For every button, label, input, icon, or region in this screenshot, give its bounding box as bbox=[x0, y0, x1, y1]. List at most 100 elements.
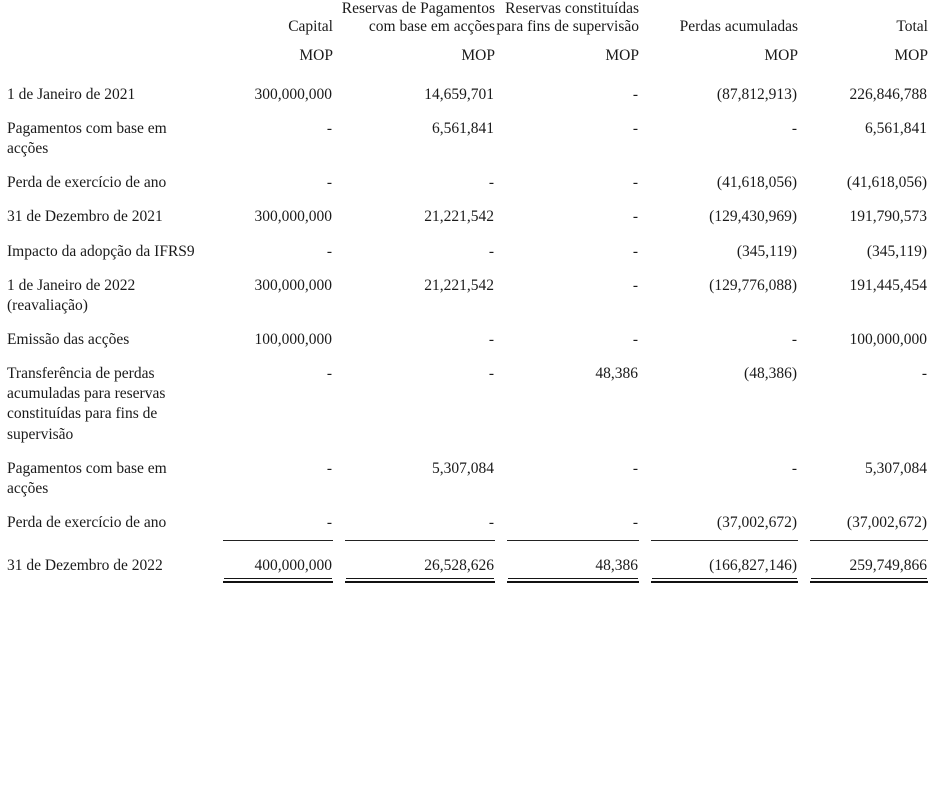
row-value-regulatory-reserve: - bbox=[632, 119, 638, 137]
total-underline-total bbox=[798, 579, 928, 585]
header-title-capital: Capital bbox=[288, 18, 333, 36]
row-label: 1 de Janeiro de 2022 (reavaliação) bbox=[7, 276, 136, 314]
header-title-total: Total bbox=[896, 18, 928, 36]
row-value-share-based-payment-reserve: - bbox=[488, 513, 494, 531]
header-cell-regulatory-reserve: Reservas constituídas para fins de super… bbox=[495, 0, 639, 71]
table-row: Perda de exercício de ano - - - (41,618,… bbox=[6, 159, 928, 193]
row-value-accumulated-losses: (345,119) bbox=[736, 242, 797, 260]
header-unit-capital: MOP bbox=[299, 46, 333, 64]
row-value-share-based-payment-reserve: 21,221,542 bbox=[424, 208, 494, 226]
subtotal-rule-total bbox=[798, 533, 928, 546]
row-value-capital: - bbox=[326, 242, 332, 260]
total-value-share-based-payment-reserve: 26,528,626 bbox=[333, 546, 495, 580]
row-value-capital: - bbox=[326, 513, 332, 531]
subtotal-rule-capital bbox=[211, 533, 333, 546]
header-row: Capital MOP Reservas de Pagamentos com b… bbox=[6, 0, 928, 71]
row-label: Emissão das acções bbox=[7, 330, 130, 348]
header-cell-total: Total MOP bbox=[798, 0, 928, 71]
row-value-accumulated-losses: (37,002,672) bbox=[716, 513, 797, 531]
table-row: Pagamentos com base em acções - 6,561,84… bbox=[6, 105, 928, 159]
row-value-share-based-payment-reserve: 6,561,841 bbox=[432, 119, 494, 137]
row-label: Perda de exercício de ano bbox=[7, 174, 167, 192]
row-value-accumulated-losses: (41,618,056) bbox=[716, 174, 797, 192]
row-value-share-based-payment-reserve: 21,221,542 bbox=[424, 276, 494, 294]
table-body: 1 de Janeiro de 2021 300,000,000 14,659,… bbox=[6, 71, 928, 585]
row-value-accumulated-losses: (129,776,088) bbox=[709, 276, 797, 294]
total-value-accumulated-losses: (166,827,146) bbox=[639, 546, 798, 580]
row-value-capital: - bbox=[326, 174, 332, 192]
row-value-capital: - bbox=[326, 365, 332, 383]
row-value-capital: 300,000,000 bbox=[254, 85, 333, 103]
table-row: Impacto da adopção da IFRS9 - - - (345,1… bbox=[6, 228, 928, 262]
row-value-total: 6,561,841 bbox=[865, 119, 927, 137]
table-row: 31 de Dezembro de 2021 300,000,000 21,22… bbox=[6, 193, 928, 227]
subtotal-rule-share-based-payment-reserve bbox=[333, 533, 495, 546]
row-value-share-based-payment-reserve: - bbox=[488, 330, 494, 348]
row-value-share-based-payment-reserve: 5,307,084 bbox=[432, 459, 494, 477]
table-row: Pagamentos com base em acções - 5,307,08… bbox=[6, 445, 928, 499]
row-value-regulatory-reserve: - bbox=[632, 242, 638, 260]
header-unit-regulatory-reserve: MOP bbox=[605, 46, 639, 64]
header-unit-total: MOP bbox=[894, 46, 928, 64]
row-value-accumulated-losses: - bbox=[791, 119, 797, 137]
row-value-accumulated-losses: (87,812,913) bbox=[716, 85, 797, 103]
subtotal-rule-accumulated-losses bbox=[639, 533, 798, 546]
row-value-capital: 300,000,000 bbox=[254, 276, 333, 294]
total-value-regulatory-reserve: 48,386 bbox=[495, 546, 639, 580]
header-title-accumulated-losses: Perdas acumuladas bbox=[679, 18, 798, 36]
row-value-regulatory-reserve: - bbox=[632, 330, 638, 348]
row-value-capital: - bbox=[326, 119, 332, 137]
row-value-regulatory-reserve: 48,386 bbox=[595, 365, 638, 383]
row-value-regulatory-reserve: - bbox=[632, 208, 638, 226]
total-underline-capital bbox=[211, 579, 333, 585]
row-value-regulatory-reserve: - bbox=[632, 459, 638, 477]
row-value-total: 191,445,454 bbox=[849, 276, 928, 294]
total-value-share-based-payment-reserve-text: 26,528,626 bbox=[346, 556, 494, 580]
total-row-label: 31 de Dezembro de 2022 bbox=[7, 557, 163, 575]
row-label: Impacto da adopção da IFRS9 bbox=[7, 242, 195, 260]
table-row: Emissão das acções 100,000,000 - - - 100… bbox=[6, 316, 928, 350]
total-underline-accumulated-losses bbox=[639, 579, 798, 585]
total-value-accumulated-losses-text: (166,827,146) bbox=[652, 556, 797, 580]
row-value-accumulated-losses: (129,430,969) bbox=[709, 208, 797, 226]
row-value-total: 5,307,084 bbox=[865, 459, 927, 477]
underline-spacer bbox=[6, 579, 211, 585]
subtotal-rule-regulatory-reserve bbox=[495, 533, 639, 546]
row-value-total: (345,119) bbox=[866, 242, 927, 260]
table-row: 1 de Janeiro de 2021 300,000,000 14,659,… bbox=[6, 71, 928, 105]
table-header: Capital MOP Reservas de Pagamentos com b… bbox=[6, 0, 928, 71]
row-value-accumulated-losses: - bbox=[791, 330, 797, 348]
row-value-regulatory-reserve: - bbox=[632, 276, 638, 294]
total-underline-regulatory-reserve bbox=[495, 579, 639, 585]
row-value-total: - bbox=[921, 365, 927, 383]
total-underline-share-based-payment-reserve bbox=[333, 579, 495, 585]
row-value-share-based-payment-reserve: - bbox=[488, 174, 494, 192]
row-value-capital: 300,000,000 bbox=[254, 208, 333, 226]
statement-of-changes-in-equity-table: Capital MOP Reservas de Pagamentos com b… bbox=[6, 0, 928, 585]
table-row: 1 de Janeiro de 2022 (reavaliação) 300,0… bbox=[6, 262, 928, 316]
row-value-total: 100,000,000 bbox=[849, 330, 928, 348]
header-cell-label bbox=[6, 0, 211, 71]
header-unit-share-based-payment-reserve: MOP bbox=[461, 46, 495, 64]
total-value-total: 259,749,866 bbox=[798, 546, 928, 580]
row-value-total: (41,618,056) bbox=[846, 174, 927, 192]
header-unit-accumulated-losses: MOP bbox=[764, 46, 798, 64]
header-title-share-based-payment-reserve: Reservas de Pagamentos com base em acçõe… bbox=[341, 0, 495, 36]
header-label-title bbox=[6, 55, 211, 65]
row-label: Pagamentos com base em acções bbox=[7, 459, 167, 497]
row-value-regulatory-reserve: - bbox=[632, 85, 638, 103]
row-label: 31 de Dezembro de 2021 bbox=[7, 208, 163, 226]
total-value-capital: 400,000,000 bbox=[211, 546, 333, 580]
subtotal-rule-row bbox=[6, 533, 928, 546]
rule-spacer bbox=[6, 533, 211, 546]
row-value-capital: - bbox=[326, 459, 332, 477]
total-value-capital-text: 400,000,000 bbox=[224, 556, 332, 580]
row-value-regulatory-reserve: - bbox=[632, 513, 638, 531]
total-double-underline-row bbox=[6, 579, 928, 585]
header-title-regulatory-reserve: Reservas constituídas para fins de super… bbox=[496, 0, 639, 36]
row-label: Pagamentos com base em acções bbox=[7, 119, 167, 158]
row-value-share-based-payment-reserve: - bbox=[488, 242, 494, 260]
table-row: Perda de exercício de ano - - - (37,002,… bbox=[6, 499, 928, 533]
row-value-accumulated-losses: - bbox=[791, 459, 797, 477]
